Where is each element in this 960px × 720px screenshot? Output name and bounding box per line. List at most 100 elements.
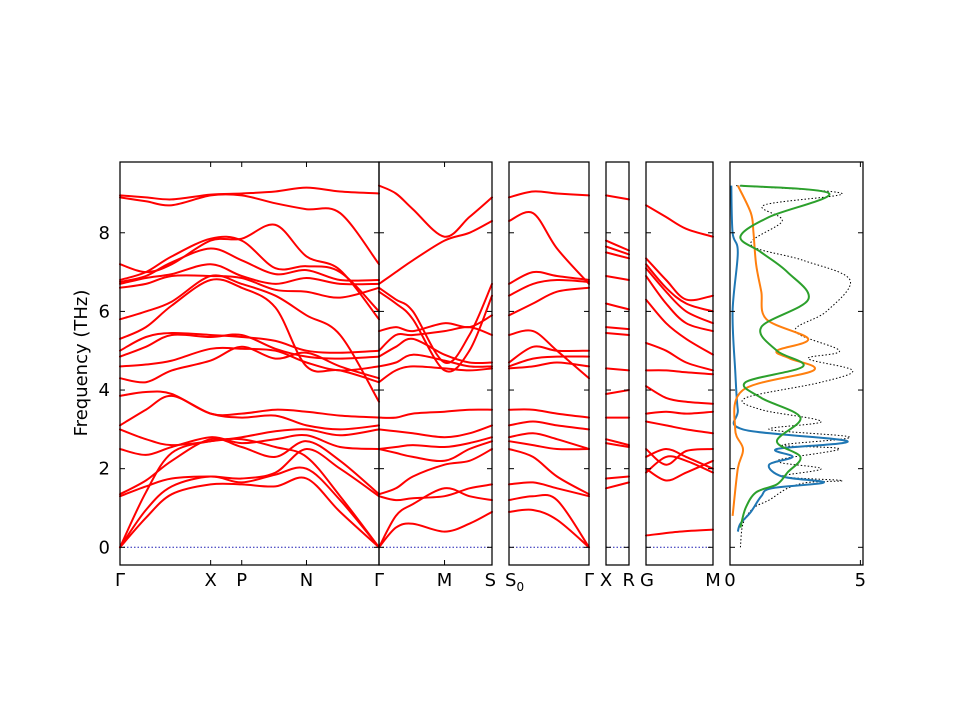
phonon-band-line xyxy=(645,204,714,238)
x-tick-label-subscript: 0 xyxy=(516,580,524,594)
phonon-band-line xyxy=(119,428,380,447)
phonon-band-line xyxy=(119,434,380,456)
phonon-band-line xyxy=(378,424,493,439)
phonon-band-line xyxy=(645,267,714,325)
phonon-band-line xyxy=(508,286,590,317)
y-tick-label: 6 xyxy=(99,301,110,322)
phonon-band-line xyxy=(605,302,630,311)
dos-frame xyxy=(729,161,864,566)
phonon-band-line xyxy=(605,251,630,260)
dos-x-tick-label: 0 xyxy=(724,570,735,591)
phonon-band-line xyxy=(378,290,493,373)
phonon-band-line xyxy=(119,193,380,266)
x-tick-label: R xyxy=(622,570,635,591)
phonon-band-line xyxy=(119,333,380,360)
x-tick-label: S xyxy=(485,570,496,591)
panel-frame xyxy=(645,161,714,566)
phonon-band-line xyxy=(605,438,630,447)
phonon-band-line xyxy=(645,448,714,466)
phonon-band-line xyxy=(119,447,380,498)
phonon-band-line xyxy=(378,408,493,419)
y-tick-label: 0 xyxy=(99,537,110,558)
phonon-band-line xyxy=(645,341,714,372)
phonon-band-line xyxy=(119,263,380,286)
x-tick-label: N xyxy=(300,570,313,591)
phonon-band-line xyxy=(378,436,493,450)
phonon-band-line xyxy=(119,346,380,372)
phonon-band-line xyxy=(645,420,714,435)
y-axis-label: Frequency (THz) xyxy=(71,290,92,437)
phonon-band-line xyxy=(508,211,590,285)
phonon-band-line xyxy=(119,437,380,496)
phonon-band-line xyxy=(119,331,380,354)
phonon-band-line xyxy=(508,329,590,380)
phonon-band-line xyxy=(508,420,590,431)
y-tick-label: 8 xyxy=(99,223,110,244)
phonon-band-line xyxy=(119,223,380,321)
phonon-band-line xyxy=(645,459,714,482)
phonon-band-line xyxy=(645,448,714,470)
phonon-band-line xyxy=(605,239,630,252)
phonon-band-line xyxy=(645,275,714,333)
band-lines xyxy=(119,184,714,549)
phonon-band-line xyxy=(605,332,630,336)
phonon-band-line xyxy=(508,355,590,368)
dos-partial-curve xyxy=(731,185,816,517)
y-tick-label: 2 xyxy=(99,459,110,480)
phonon-band-line xyxy=(645,528,714,537)
phonon-band-line xyxy=(119,390,380,419)
phonon-band-line xyxy=(378,440,493,463)
panel-frame xyxy=(508,161,590,566)
phonon-band-line xyxy=(119,235,380,313)
phonon-band-line xyxy=(508,190,590,199)
dos-total-curve xyxy=(735,185,854,548)
phonon-band-line xyxy=(508,448,590,496)
phonon-band-line xyxy=(605,245,630,256)
phonon-band-line xyxy=(645,385,714,405)
phonon-band-line xyxy=(119,345,380,384)
phonon-band-line xyxy=(119,437,380,549)
phonon-band-line xyxy=(119,274,380,403)
phonon-band-line xyxy=(605,367,630,372)
phonon-band-line xyxy=(378,448,493,496)
phonon-band-line xyxy=(119,186,380,201)
phonon-band-line xyxy=(508,481,590,498)
phonon-band-line xyxy=(508,432,590,450)
phonon-band-line xyxy=(605,475,630,480)
phonon-band-line xyxy=(605,326,630,331)
phonon-band-line xyxy=(645,263,714,313)
panel-frame xyxy=(378,161,493,566)
phonon-band-line xyxy=(645,410,714,415)
x-tick-label: Γ xyxy=(115,570,125,591)
phonon-band-line xyxy=(605,389,630,395)
phonon-band-line xyxy=(378,282,493,364)
phonon-band-line xyxy=(508,493,590,549)
x-tick-label: Γ xyxy=(374,570,384,591)
phonon-band-line xyxy=(119,278,380,384)
dos-partial-curve xyxy=(739,184,831,528)
x-tick-label: G xyxy=(640,570,654,591)
phonon-band-line xyxy=(119,476,380,549)
x-tick-label: Γ xyxy=(584,570,594,591)
phonon-band-line xyxy=(119,247,380,283)
phonon-band-line xyxy=(378,487,493,549)
phonon-band-line xyxy=(508,440,590,451)
phonon-band-line xyxy=(508,345,590,364)
x-tick-label: S0 xyxy=(505,570,524,594)
x-tick-label: X xyxy=(600,570,612,591)
phonon-band-line xyxy=(378,510,493,549)
phonon-band-line xyxy=(605,481,630,490)
dos-x-tick-label: 5 xyxy=(855,570,866,591)
phonon-band-line xyxy=(645,369,714,376)
phonon-band-line xyxy=(605,275,630,281)
x-tick-label: X xyxy=(204,570,216,591)
phonon-band-line xyxy=(508,278,590,297)
phonon-band-line xyxy=(119,394,380,431)
x-tick-label: M xyxy=(437,570,453,591)
phonon-band-line xyxy=(378,220,493,285)
y-tick-label: 4 xyxy=(99,380,110,401)
phonon-band-line xyxy=(645,298,714,356)
phonon-band-line xyxy=(378,365,493,384)
